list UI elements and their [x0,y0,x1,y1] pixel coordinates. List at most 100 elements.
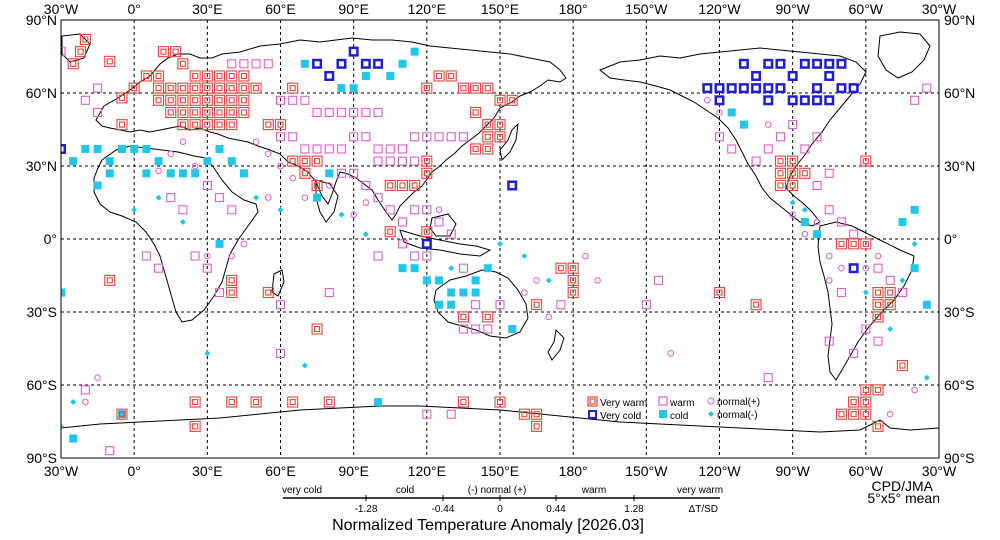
warm-marker [80,385,90,395]
longitude-label: 30°E [192,463,223,479]
warm-marker [275,95,286,105]
normal-plus-marker [862,264,870,272]
warm-marker [763,373,773,383]
cold-marker [459,288,468,297]
cold-marker [69,434,78,443]
very-warm-marker [250,82,262,94]
warm-marker [410,132,420,142]
station-markers [61,33,932,456]
very-cold-marker [848,263,859,274]
normal-minus-marker [301,362,308,369]
normal-minus-marker [789,199,796,206]
very-warm-marker [262,119,274,131]
normal-plus-marker [582,252,589,260]
very-warm-marker [226,94,238,106]
anomaly-scale: very cold cold (-) normal (+) warm very … [282,485,723,534]
warm-marker [227,205,237,215]
normal-minus-marker [338,211,345,218]
warm-marker [300,144,310,154]
normal-plus-marker [521,289,528,296]
cold-marker [142,144,151,153]
longitude-label: 180° [559,1,588,17]
legend-cold-label: cold [670,411,688,422]
very-cold-marker [824,70,835,81]
warm-marker [324,144,334,154]
very-warm-marker [189,420,201,432]
cold-marker [81,144,90,153]
normal-plus-marker [82,398,89,406]
very-warm-marker [896,359,908,372]
cold-marker [142,169,151,178]
new-zealand-coastline [547,328,565,361]
very-cold-marker [738,58,749,69]
longitude-label: 0° [127,1,140,17]
scale-tick-1: -1.28 [355,504,378,515]
normal-plus-marker [704,97,711,104]
very-warm-marker [872,311,884,323]
normal-minus-marker [801,206,808,213]
very-warm-marker [153,94,165,106]
cold-marker [117,410,126,419]
very-cold-marker [714,95,725,106]
normal-minus-marker [923,374,930,381]
very-warm-marker [287,82,299,94]
very-cold-marker [836,83,847,94]
longitude-label: 90°E [338,1,369,17]
normal-plus-marker [204,252,211,260]
longitude-label: 0° [127,463,140,479]
very-warm-marker [482,143,494,155]
warm-marker [422,205,432,215]
scale-title: Normalized Temperature Anomaly [2026.03] [332,517,644,534]
very-cold-marker [848,83,859,94]
warm-marker [324,107,334,118]
warm-marker [410,251,420,261]
normal-plus-marker [545,313,553,321]
longitude-label: 120°E [408,1,446,17]
warm-marker [556,300,566,310]
scale-tick-5: 1.28 [624,504,644,515]
very-warm-marker [299,167,311,179]
warm-marker [349,107,359,118]
very-warm-marker [226,106,238,119]
very-cold-marker [775,83,786,94]
scale-tick-4: 0.44 [546,504,566,515]
very-warm-marker [104,55,116,67]
normal-plus-marker [289,174,296,182]
very-warm-marker [311,155,323,167]
very-warm-marker [226,274,238,286]
credit-label: CPD/JMA [872,478,934,494]
warm-marker [80,95,90,105]
longitude-label: 150°W [625,463,668,479]
very-warm-marker [157,46,169,58]
very-warm-marker [165,106,177,119]
cold-marker [727,108,736,117]
legend-very-warm-icon [587,396,598,407]
cold-marker [215,239,224,248]
very-warm-marker [226,70,238,82]
very-warm-marker [238,106,250,119]
very-cold-marker [787,95,798,106]
longitude-label: 60°W [849,463,884,479]
warm-marker [824,205,834,215]
very-warm-marker [421,167,433,179]
very-warm-marker [116,408,128,420]
cold-marker [813,230,822,239]
longitude-label: 150°W [625,1,668,17]
warm-marker [471,300,481,310]
warm-marker [275,348,286,358]
normal-plus-marker [277,162,284,170]
very-cold-marker [360,58,371,69]
cold-marker [447,288,456,297]
cold-marker [410,264,419,273]
normal-minus-marker [204,350,211,357]
normal-plus-marker [874,252,882,260]
latitude-label: 30°N [944,158,975,174]
warm-marker [775,132,786,142]
madagascar-coastline [271,269,285,297]
cold-marker [471,288,480,297]
warm-marker [422,251,432,261]
very-warm-marker [177,106,189,119]
warm-marker [361,132,371,142]
very-warm-marker [140,70,152,82]
very-cold-marker [763,58,774,69]
